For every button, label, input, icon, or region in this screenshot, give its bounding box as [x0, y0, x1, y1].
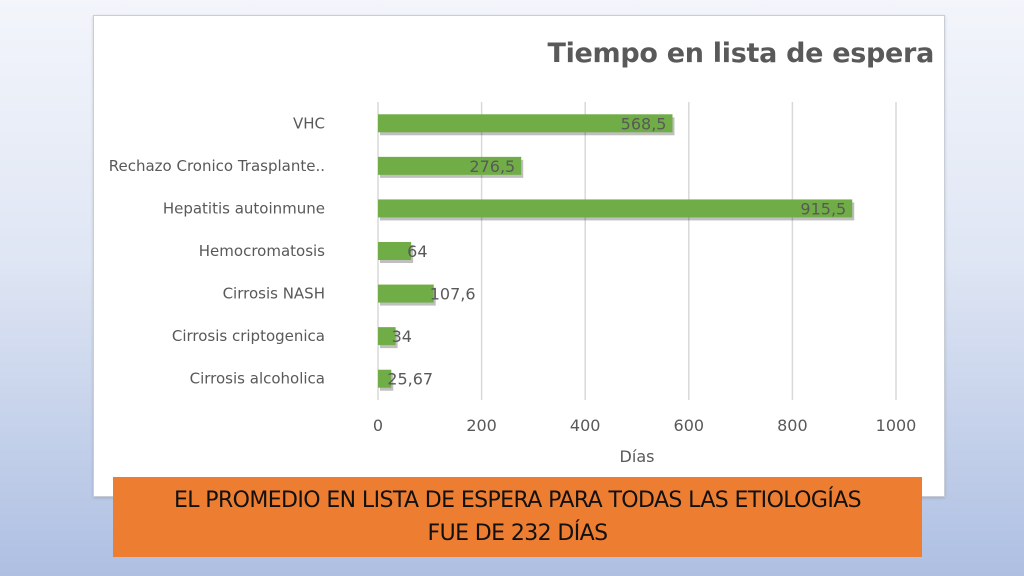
data-label: 568,5 — [621, 114, 667, 133]
data-label: 915,5 — [800, 199, 846, 218]
bar — [378, 284, 434, 303]
bar — [378, 327, 396, 346]
category-label: Hemocromatosis — [199, 242, 325, 260]
x-tick-label: 0 — [373, 416, 383, 435]
data-label: 64 — [407, 242, 427, 261]
category-label: VHC — [293, 114, 325, 132]
summary-line-2: FUE DE 232 DÍAS — [427, 521, 609, 546]
x-tick-label: 600 — [674, 416, 705, 435]
data-label: 25,67 — [387, 370, 433, 389]
x-tick-label: 200 — [466, 416, 497, 435]
x-tick-label: 1000 — [876, 416, 917, 435]
data-label: 107,6 — [430, 285, 476, 304]
category-label: Cirrosis NASH — [223, 285, 325, 303]
x-tick-label: 800 — [777, 416, 808, 435]
summary-banner: EL PROMEDIO EN LISTA DE ESPERA PARA TODA… — [113, 477, 922, 557]
category-label: Cirrosis alcoholica — [190, 370, 325, 388]
bar — [378, 156, 522, 175]
data-label: 276,5 — [469, 157, 515, 176]
category-label: Hepatitis autoinmune — [163, 199, 325, 217]
bar — [378, 114, 673, 133]
bar — [378, 242, 412, 260]
x-axis-label: Días — [620, 447, 655, 466]
bar-chart: VHC 568,5 Rechazo Cronico Trasplante.. 276,… — [109, 102, 917, 466]
bar — [378, 199, 853, 218]
x-tick-label: 400 — [570, 416, 601, 435]
chart-panel: Tiempo en lista de espera VHC 568,5 Rechaz… — [93, 15, 945, 497]
summary-line-1: EL PROMEDIO EN LISTA DE ESPERA PARA TODA… — [173, 488, 862, 513]
category-label: Cirrosis criptogenica — [172, 327, 325, 345]
chart-title: Tiempo en lista de espera — [547, 38, 934, 69]
category-label: Rechazo Cronico Trasplante.. — [109, 157, 325, 175]
data-label: 34 — [392, 327, 412, 346]
bar — [378, 369, 392, 388]
